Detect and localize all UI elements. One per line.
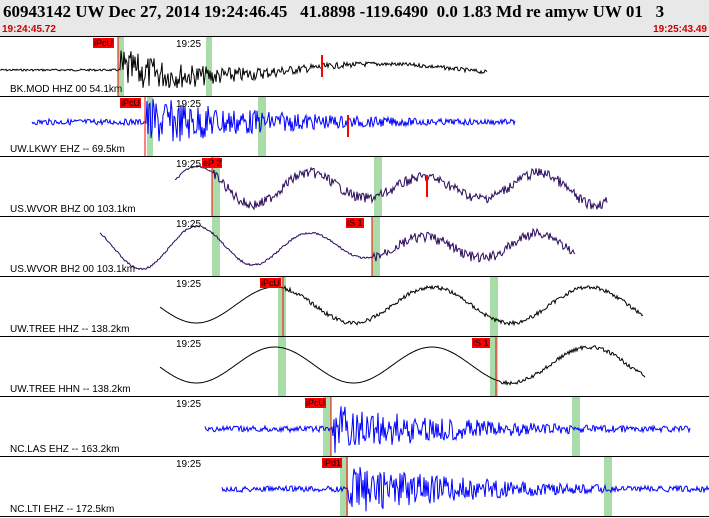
pick-window[interactable] [278,277,286,337]
waveform-canvas [159,277,644,337]
waveform-canvas [159,337,646,397]
waveform-trace [0,50,488,89]
waveform-canvas [31,97,516,157]
time-tick-label: 19:25 [176,339,202,350]
pick-window[interactable] [212,157,220,217]
pick-window[interactable] [572,397,580,457]
waveform-canvas [221,457,709,517]
waveform-trace [99,224,576,271]
event-title: 60943142 UW Dec 27, 2014 19:24:46.45 41.… [3,2,665,21]
waveform-canvas [99,217,576,277]
seismogram-panel[interactable]: 19:25 iPcU UW.LKWY EHZ -- 69.5km [0,97,709,157]
channel-label: UW.TREE HHZ -- 138.2km [10,324,130,335]
phase-pick-label[interactable]: eP 2 [202,158,223,168]
time-tick-label: 19:25 [176,219,202,230]
phase-pick-label[interactable]: iPcU [260,278,282,288]
pick-window[interactable] [490,337,498,397]
waveform-trace [174,164,608,211]
time-tick-label: 19:25 [176,159,202,170]
waveform-trace [221,467,709,512]
time-tick-label: 19:25 [176,39,202,50]
pick-window[interactable] [147,97,153,157]
seismogram-panel[interactable]: 19:25 eP 2 US.WVOR BHZ 00 103.1km [0,157,709,217]
seismogram-panel[interactable]: 19:25 iS 1 UW.TREE HHN -- 138.2km [0,337,709,397]
channel-label: UW.TREE HHN -- 138.2km [10,384,131,395]
pick-window[interactable] [604,457,612,517]
channel-label: UW.LKWY EHZ -- 69.5km [10,144,125,155]
phase-pick-label[interactable]: iPd1 [322,458,343,468]
phase-pick-label[interactable]: iPcU [93,38,115,48]
window-start-time: 19:24:45.72 [2,24,56,35]
pick-window[interactable] [278,337,286,397]
time-tick-label: 19:25 [176,459,202,470]
phase-pick-label[interactable]: iS 1 [346,218,364,228]
window-end-time: 19:25:43.49 [653,24,707,35]
pick-window[interactable] [118,37,124,97]
seismogram-panel[interactable]: 19:25 iPcU NC.LAS EHZ -- 163.2km [0,397,709,457]
channel-label: US.WVOR BH2 00 103.1km [10,264,136,275]
pick-window[interactable] [374,157,382,217]
event-header: 60943142 UW Dec 27, 2014 19:24:46.45 41.… [0,0,709,37]
seismogram-panel[interactable]: 19:25 iPcU BK.MOD HHZ 00 54.1km [0,37,709,97]
seismogram-panel[interactable]: 19:25 iPcU UW.TREE HHZ -- 138.2km [0,277,709,337]
waveform-trace [31,98,516,142]
channel-label: NC.LAS EHZ -- 163.2km [10,444,120,455]
phase-pick-label[interactable]: iPcU [305,398,327,408]
phase-pick-label[interactable]: iPcU [120,98,142,108]
channel-label: BK.MOD HHZ 00 54.1km [10,84,123,95]
waveform-trace [159,344,646,386]
pick-window[interactable] [212,217,220,277]
waveform-trace [204,406,691,453]
channel-label: NC.LTI EHZ -- 172.5km [10,504,115,515]
phase-pick-label[interactable]: iS 1 [472,338,490,348]
waveform-canvas [0,37,488,97]
time-tick-label: 19:25 [176,399,202,410]
waveform-trace [159,284,644,327]
time-tick-label: 19:25 [176,279,202,290]
pick-window[interactable] [258,97,266,157]
seismogram-panel[interactable]: 19:25 iPd1 NC.LTI EHZ -- 172.5km [0,457,709,517]
pick-window[interactable] [490,277,498,337]
waveform-canvas [204,397,691,457]
pick-window[interactable] [206,37,212,97]
pick-window[interactable] [372,217,380,277]
time-tick-label: 19:25 [176,99,202,110]
channel-label: US.WVOR BHZ 00 103.1km [10,204,136,215]
pick-window[interactable] [323,397,331,457]
seismogram-panel[interactable]: 19:25 iS 1 US.WVOR BH2 00 103.1km [0,217,709,277]
